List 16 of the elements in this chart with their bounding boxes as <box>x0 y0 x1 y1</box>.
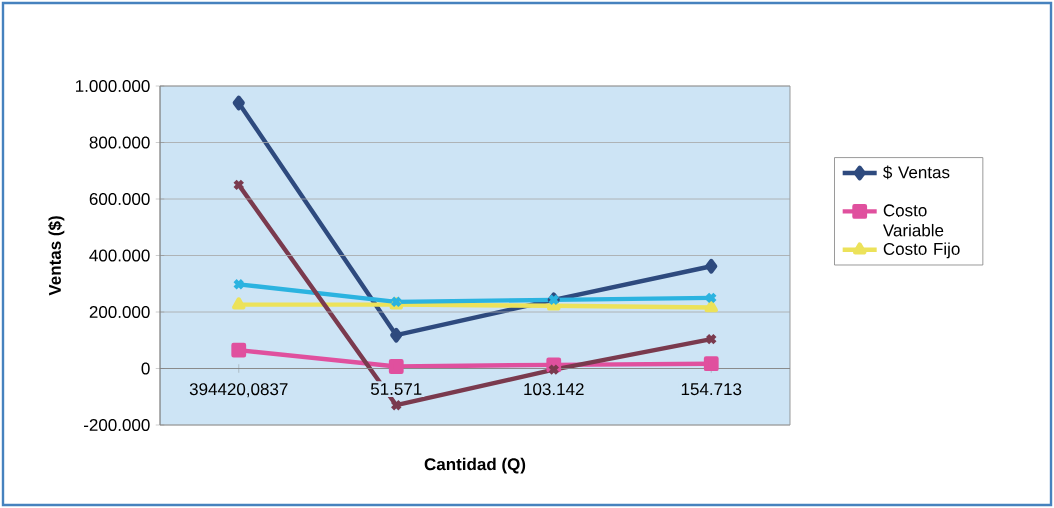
y-tick-label: 0 <box>141 362 150 375</box>
y-axis-title: Ventas ($) <box>48 216 65 296</box>
y-tick-label: -200.000 <box>83 418 150 432</box>
x-tick-label: 154.713 <box>681 383 742 396</box>
y-tick-label: 600.000 <box>89 192 150 206</box>
y-tick-label: 200.000 <box>89 305 150 319</box>
y-tick-label: 400.000 <box>89 249 150 262</box>
legend-label: $ Ventas <box>883 165 950 180</box>
x-axis-title: Cantidad (Q) <box>424 457 526 474</box>
x-tick-label: 394420,0837 <box>189 383 288 398</box>
legend-label: Costo Variable <box>882 204 944 237</box>
y-tick-label: 800.000 <box>89 136 150 149</box>
legend-label: Costo Fijo <box>883 242 960 259</box>
y-tick-label: 1.000.000 <box>76 79 150 93</box>
x-tick-label: 103.142 <box>524 383 584 396</box>
x-tick-label: 51.571 <box>370 383 422 395</box>
